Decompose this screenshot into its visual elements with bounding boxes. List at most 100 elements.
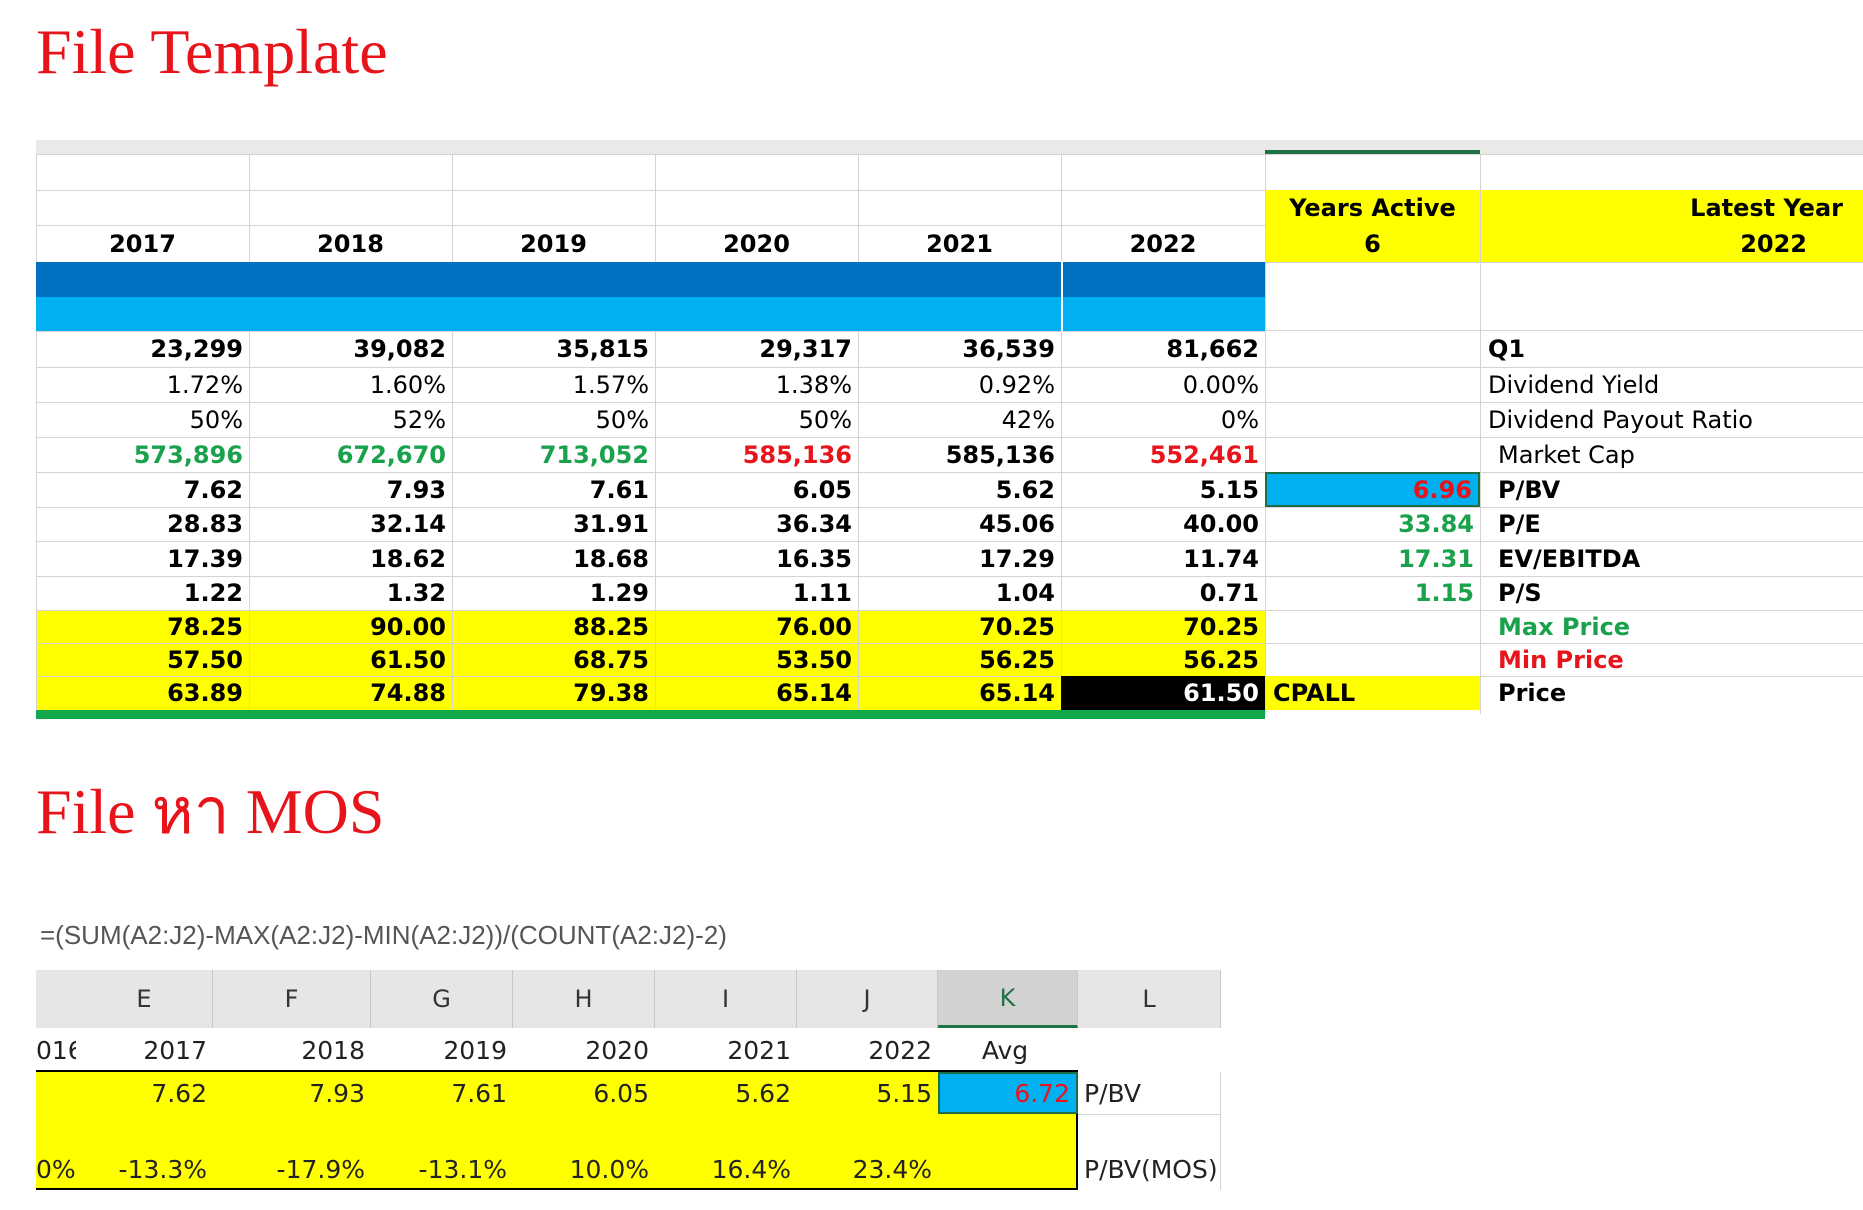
pbv-cell-2[interactable]: 7.61	[451, 1078, 507, 1108]
row-label-r0[interactable]: Q1	[1488, 335, 1526, 363]
pbv-cell-4[interactable]: 5.62	[735, 1078, 791, 1108]
cell-r9-c5[interactable]: 56.25	[1183, 645, 1259, 674]
column-letter-L[interactable]: L	[1078, 970, 1221, 1028]
mid-cell-r7[interactable]: 1.15	[1414, 579, 1474, 607]
cell-r4-c5[interactable]: 5.15	[1199, 475, 1259, 504]
year-header-6[interactable]: 2022	[868, 1035, 932, 1065]
row-label-r8[interactable]: Max Price	[1498, 612, 1631, 641]
pbv-cell-0[interactable]: 7.62	[151, 1078, 207, 1108]
row-label-r3[interactable]: Market Cap	[1498, 440, 1635, 469]
column-letter-I[interactable]: I	[655, 970, 797, 1028]
cell-r6-c3[interactable]: 16.35	[776, 544, 852, 573]
cell-r6-c2[interactable]: 18.68	[573, 544, 649, 573]
cell-r8-c5[interactable]: 70.25	[1183, 612, 1259, 641]
mos-cell-4[interactable]: 10.0%	[569, 1154, 649, 1184]
cell-r3-c4[interactable]: 585,136	[945, 440, 1055, 469]
column-letter-G[interactable]: G	[371, 970, 513, 1028]
cell-r5-c3[interactable]: 36.34	[776, 510, 852, 538]
cell-r7-c0[interactable]: 1.22	[183, 579, 243, 607]
year-header-2021[interactable]: 2021	[926, 230, 993, 258]
latest-year-value[interactable]: 2022	[1740, 230, 1807, 258]
cell-r10-c0[interactable]: 63.89	[167, 679, 243, 707]
cell-r0-c5[interactable]: 81,662	[1166, 335, 1259, 363]
cell-r1-c0[interactable]: 1.72%	[166, 370, 243, 399]
cell-r0-c1[interactable]: 39,082	[353, 335, 446, 363]
cell-r9-c2[interactable]: 68.75	[573, 645, 649, 674]
year-header-2020[interactable]: 2020	[723, 230, 790, 258]
cell-r7-c5[interactable]: 0.71	[1199, 579, 1259, 607]
cell-r0-c3[interactable]: 29,317	[759, 335, 852, 363]
mos-cell-1[interactable]: -13.3%	[118, 1154, 207, 1184]
cell-r4-c1[interactable]: 7.93	[386, 475, 446, 504]
cell-r3-c3[interactable]: 585,136	[742, 440, 852, 469]
row-label-r10[interactable]: Price	[1498, 679, 1567, 707]
cell-r4-c2[interactable]: 7.61	[589, 475, 649, 504]
cell-r8-c0[interactable]: 78.25	[167, 612, 243, 641]
year-header-2[interactable]: 2018	[301, 1035, 365, 1065]
year-header-2017[interactable]: 2017	[109, 230, 176, 258]
mid-cell-r6[interactable]: 17.31	[1398, 544, 1474, 573]
mos-cell-6[interactable]: 23.4%	[852, 1154, 932, 1184]
cell-r10-c5[interactable]: 61.50	[1061, 676, 1265, 710]
year-header-5[interactable]: 2021	[727, 1035, 791, 1065]
cell-r4-c0[interactable]: 7.62	[183, 475, 243, 504]
column-letter-K[interactable]: K	[938, 970, 1078, 1028]
cell-r5-c0[interactable]: 28.83	[167, 510, 243, 538]
cell-r1-c3[interactable]: 1.38%	[775, 370, 852, 399]
year-header-2019[interactable]: 2019	[520, 230, 587, 258]
cell-r5-c4[interactable]: 45.06	[979, 510, 1055, 538]
formula-bar[interactable]: =(SUM(A2:J2)-MAX(A2:J2)-MIN(A2:J2))/(COU…	[40, 920, 727, 950]
year-header-3[interactable]: 2019	[443, 1035, 507, 1065]
year-header-7[interactable]: Avg	[981, 1035, 1029, 1065]
mos-cell-3[interactable]: -13.1%	[418, 1154, 507, 1184]
cell-r2-c1[interactable]: 52%	[392, 405, 446, 434]
cell-r9-c0[interactable]: 57.50	[167, 645, 243, 674]
cell-r2-c4[interactable]: 42%	[1001, 405, 1055, 434]
cell-r8-c2[interactable]: 88.25	[573, 612, 649, 641]
cell-r2-c0[interactable]: 50%	[189, 405, 243, 434]
cell-r3-c0[interactable]: 573,896	[133, 440, 243, 469]
cell-r2-c3[interactable]: 50%	[798, 405, 852, 434]
mid-cell-r5[interactable]: 33.84	[1398, 510, 1474, 538]
mid-cell-r10[interactable]: CPALL	[1273, 679, 1356, 707]
year-header-2018[interactable]: 2018	[317, 230, 384, 258]
cell-r5-c5[interactable]: 40.00	[1183, 510, 1259, 538]
cell-r8-c1[interactable]: 90.00	[370, 612, 446, 641]
cell-r7-c2[interactable]: 1.29	[589, 579, 649, 607]
cell-r9-c1[interactable]: 61.50	[370, 645, 446, 674]
mos-cell-0[interactable]: 0%	[36, 1154, 76, 1184]
mos-cell-2[interactable]: -17.9%	[276, 1154, 365, 1184]
cell-r1-c2[interactable]: 1.57%	[572, 370, 649, 399]
cell-r5-c1[interactable]: 32.14	[370, 510, 446, 538]
cell-r8-c3[interactable]: 76.00	[776, 612, 852, 641]
cell-r4-c3[interactable]: 6.05	[792, 475, 852, 504]
cell-r7-c4[interactable]: 1.04	[995, 579, 1055, 607]
cell-r6-c0[interactable]: 17.39	[167, 544, 243, 573]
pbv-cell-1[interactable]: 7.93	[309, 1078, 365, 1108]
latest-year-label[interactable]: Latest Year	[1690, 194, 1843, 222]
year-header-4[interactable]: 2020	[585, 1035, 649, 1065]
cell-r9-c3[interactable]: 53.50	[776, 645, 852, 674]
cell-r9-c4[interactable]: 56.25	[979, 645, 1055, 674]
column-letter-H[interactable]: H	[513, 970, 655, 1028]
pbv-avg-cell[interactable]: 6.72	[938, 1072, 1078, 1114]
cell-r10-c1[interactable]: 74.88	[370, 679, 446, 707]
cell-r6-c1[interactable]: 18.62	[370, 544, 446, 573]
cell-r4-c4[interactable]: 5.62	[995, 475, 1055, 504]
years-active-label[interactable]: Years Active	[1289, 194, 1456, 222]
cell-r0-c4[interactable]: 36,539	[962, 335, 1055, 363]
cell-r7-c1[interactable]: 1.32	[386, 579, 446, 607]
cell-r6-c5[interactable]: 11.74	[1183, 544, 1259, 573]
year-header-1[interactable]: 2017	[143, 1035, 207, 1065]
row-label-r2[interactable]: Dividend Payout Ratio	[1488, 405, 1753, 434]
cell-r3-c1[interactable]: 672,670	[336, 440, 446, 469]
cell-r0-c2[interactable]: 35,815	[556, 335, 649, 363]
row-label-r9[interactable]: Min Price	[1498, 645, 1624, 674]
column-letter-J[interactable]: J	[797, 970, 938, 1028]
cell-r2-c5[interactable]: 0%	[1220, 405, 1259, 434]
mid-cell-r4[interactable]: 6.96	[1265, 472, 1480, 507]
year-header-0[interactable]: 016	[36, 1035, 76, 1065]
row-label-r4[interactable]: P/BV	[1498, 475, 1561, 504]
mos-cell-5[interactable]: 16.4%	[711, 1154, 791, 1184]
cell-r2-c2[interactable]: 50%	[595, 405, 649, 434]
